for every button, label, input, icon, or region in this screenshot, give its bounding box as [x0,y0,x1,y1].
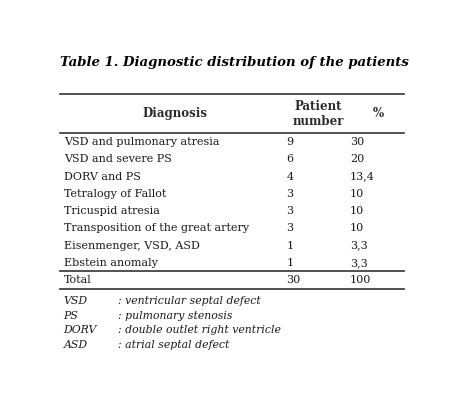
Text: 1: 1 [287,241,294,250]
Text: 100: 100 [350,275,371,285]
Text: %: % [373,107,384,120]
Text: 3: 3 [287,189,294,199]
Text: VSD and severe PS: VSD and severe PS [63,154,172,164]
Text: Diagnosis: Diagnosis [143,107,207,120]
Text: VSD and pulmonary atresia: VSD and pulmonary atresia [63,137,219,147]
Text: DORV: DORV [63,325,97,335]
Text: Patient
number: Patient number [293,100,344,128]
Text: Eisenmenger, VSD, ASD: Eisenmenger, VSD, ASD [63,241,199,250]
Text: 30: 30 [287,275,301,285]
Text: 1: 1 [287,258,294,268]
Text: Transposition of the great artery: Transposition of the great artery [63,223,249,233]
Text: 3: 3 [287,206,294,216]
Text: : pulmonary stenosis: : pulmonary stenosis [118,311,232,321]
Text: 3: 3 [287,223,294,233]
Text: Ebstein anomaly: Ebstein anomaly [63,258,158,268]
Text: Tricuspid atresia: Tricuspid atresia [63,206,159,216]
Text: 6: 6 [287,154,294,164]
Text: Tetralogy of Fallot: Tetralogy of Fallot [63,189,166,199]
Text: 10: 10 [350,189,364,199]
Text: VSD: VSD [63,296,88,307]
Text: 3,3: 3,3 [350,241,367,250]
Text: PS: PS [63,311,78,321]
Text: : double outlet right ventricle: : double outlet right ventricle [118,325,281,335]
Text: 13,4: 13,4 [350,171,375,182]
Text: 10: 10 [350,206,364,216]
Text: 3,3: 3,3 [350,258,367,268]
Text: Table 1. Diagnostic distribution of the patients: Table 1. Diagnostic distribution of the … [60,56,409,69]
Text: : atrial septal defect: : atrial septal defect [118,340,229,350]
Text: 4: 4 [287,171,294,182]
Text: DORV and PS: DORV and PS [63,171,140,182]
Text: : ventricular septal defect: : ventricular septal defect [118,296,261,307]
Text: 30: 30 [350,137,364,147]
Text: Total: Total [63,275,92,285]
Text: 9: 9 [287,137,294,147]
Text: ASD: ASD [63,340,88,350]
Text: 10: 10 [350,223,364,233]
Text: 20: 20 [350,154,364,164]
